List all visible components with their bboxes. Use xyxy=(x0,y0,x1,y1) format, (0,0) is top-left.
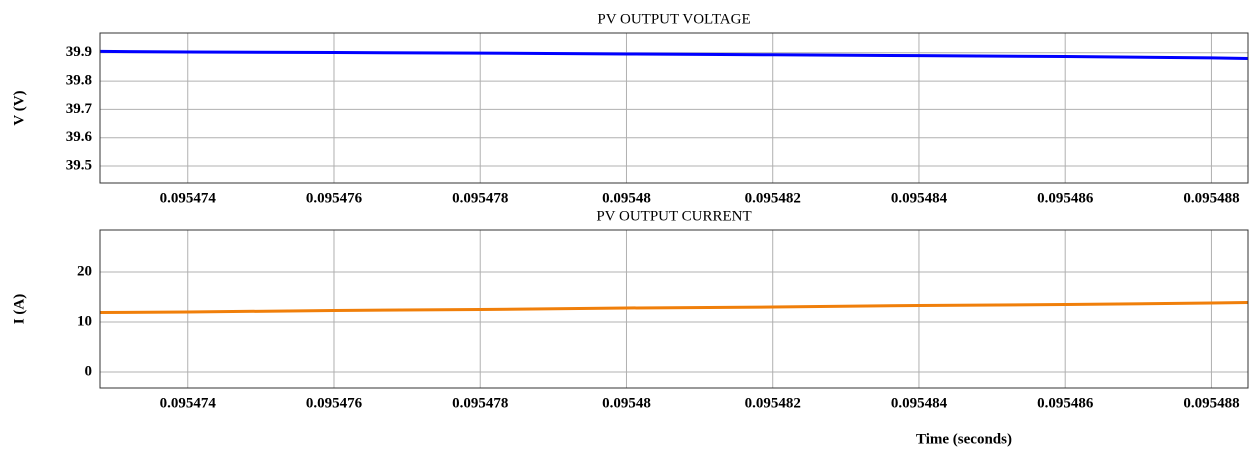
x-tick-label: 0.095476 xyxy=(306,395,363,411)
x-tick-label: 0.09548 xyxy=(602,395,651,411)
chart-title: PV OUTPUT CURRENT xyxy=(596,208,751,224)
y-tick-label: 39.5 xyxy=(66,157,92,173)
x-tick-label: 0.095478 xyxy=(452,395,508,411)
x-tick-label: 0.095488 xyxy=(1183,395,1239,411)
y-tick-label: 20 xyxy=(77,263,92,279)
x-tick-label: 0.095484 xyxy=(891,190,948,206)
plot-area xyxy=(100,33,1248,183)
y-tick-label: 10 xyxy=(77,313,92,329)
plot-frame xyxy=(99,32,1249,184)
x-tick-label: 0.095484 xyxy=(891,395,948,411)
x-tick-label: 0.095486 xyxy=(1037,190,1094,206)
x-tick-label: 0.095474 xyxy=(160,395,217,411)
y-tick-label: 39.6 xyxy=(66,129,93,145)
y-tick-label: 39.9 xyxy=(66,44,92,60)
x-tick-label: 0.095486 xyxy=(1037,395,1094,411)
y-tick-label: 39.7 xyxy=(66,101,93,117)
x-tick-label: 0.095478 xyxy=(452,190,508,206)
x-tick-label: 0.095474 xyxy=(160,190,217,206)
x-tick-label: 0.095488 xyxy=(1183,190,1239,206)
x-tick-label: 0.095476 xyxy=(306,190,363,206)
x-tick-label: 0.095482 xyxy=(745,190,801,206)
x-tick-label: 0.09548 xyxy=(602,190,651,206)
y-axis-label: I (A) xyxy=(11,294,27,324)
x-tick-label: 0.095482 xyxy=(745,395,801,411)
data-line xyxy=(99,301,1249,314)
data-line xyxy=(99,49,1249,60)
x-axis-label: Time (seconds) xyxy=(916,431,1012,447)
y-tick-label: 0 xyxy=(85,363,93,379)
chart-title: PV OUTPUT VOLTAGE xyxy=(597,11,750,27)
plot-frame xyxy=(99,229,1249,389)
y-tick-label: 39.8 xyxy=(66,73,92,89)
y-axis-label: V (V) xyxy=(11,90,27,125)
